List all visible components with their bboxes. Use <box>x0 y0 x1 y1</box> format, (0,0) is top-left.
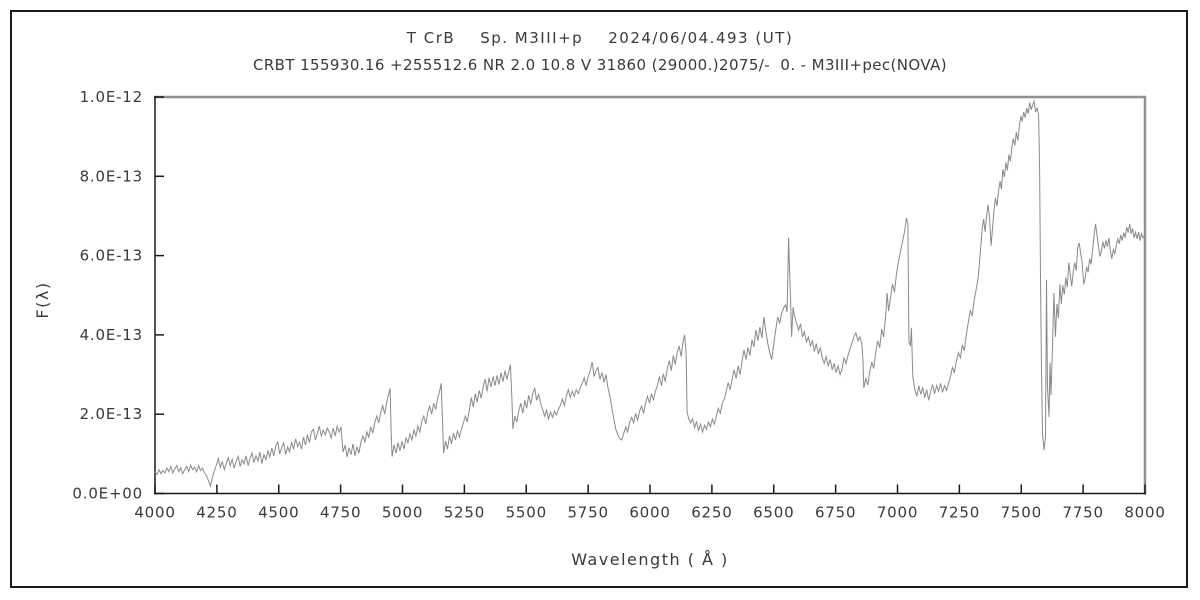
x-tick-label: 6000 <box>629 504 670 522</box>
x-tick-label: 7250 <box>939 504 980 522</box>
chart-title-line2: CRBT 155930.16 +255512.6 NR 2.0 10.8 V 3… <box>252 56 947 74</box>
x-tick-label: 6500 <box>753 504 794 522</box>
y-tick-label: 0.0E+00 <box>72 485 143 503</box>
tick-labels: 0.0E+00 2.0E-13 4.0E-13 6.0E-13 8.0E-13 1.0E-… <box>72 88 1165 522</box>
y-tick-label: 6.0E-13 <box>80 247 143 265</box>
chart-title-line1: T CrB Sp. M3III+p 2024/06/04.493 (UT) <box>406 29 794 47</box>
axis-ticks <box>154 96 1146 495</box>
screenshot-border <box>10 10 1188 588</box>
x-tick-label: 5750 <box>567 504 608 522</box>
x-tick-label: 8000 <box>1124 504 1165 522</box>
x-tick-label: 5500 <box>506 504 547 522</box>
spectrum-line <box>154 99 1146 489</box>
x-tick-label: 5250 <box>444 504 485 522</box>
plot-frame <box>154 95 1147 495</box>
y-axis-title: F(λ) <box>33 281 52 318</box>
x-axis-title: Wavelength ( Å ) <box>571 550 729 569</box>
spectrum-series <box>154 99 1146 489</box>
x-tick-label: 7000 <box>877 504 918 522</box>
x-tick-label: 7500 <box>1001 504 1042 522</box>
x-tick-label: 6750 <box>815 504 856 522</box>
x-tick-label: 7750 <box>1062 504 1103 522</box>
x-tick-label: 4000 <box>134 504 175 522</box>
y-tick-label: 1.0E-12 <box>80 88 143 106</box>
y-tick-label: 8.0E-13 <box>80 167 143 185</box>
y-tick-label: 4.0E-13 <box>80 326 143 344</box>
x-tick-label: 4750 <box>320 504 361 522</box>
y-tick-label: 2.0E-13 <box>80 405 143 423</box>
x-tick-label: 4500 <box>258 504 299 522</box>
x-tick-label: 5000 <box>382 504 423 522</box>
x-tick-label: 6250 <box>691 504 732 522</box>
x-tick-label: 4250 <box>196 504 237 522</box>
